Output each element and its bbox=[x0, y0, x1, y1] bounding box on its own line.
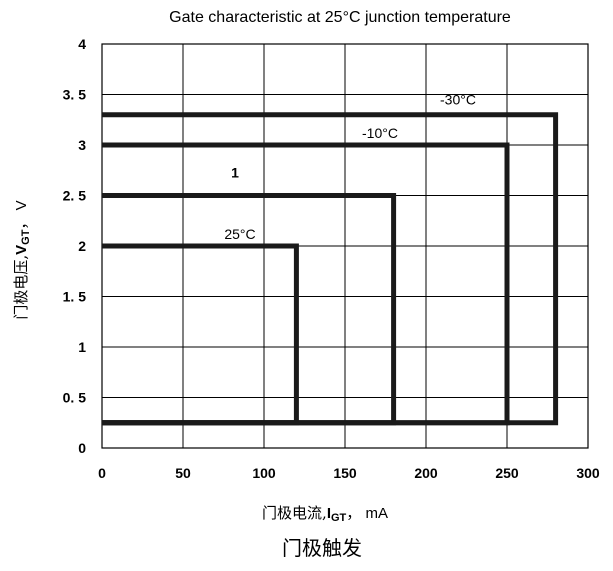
series-line bbox=[102, 112, 559, 426]
series-label: -10°C bbox=[362, 125, 398, 141]
x-axis-label: 门极电流,IGT， mA bbox=[262, 504, 388, 524]
x-tick-label: 300 bbox=[576, 465, 600, 481]
tick-labels: 0 50 100 150 200 250 300 0 0. 5 1 1. 5 2 2. 5 3 3. 5 4 bbox=[63, 36, 600, 481]
chart-caption: 门极触发 bbox=[282, 536, 362, 560]
x-tick-label: 0 bbox=[98, 465, 106, 481]
series-label: 1 bbox=[231, 165, 239, 181]
y-tick-label: 1. 5 bbox=[63, 289, 87, 305]
series-label: 25°C bbox=[224, 226, 255, 242]
x-tick-label: 200 bbox=[414, 465, 438, 481]
y-tick-label: 4 bbox=[78, 36, 86, 52]
x-tick-label: 50 bbox=[175, 465, 191, 481]
y-tick-label: 3. 5 bbox=[63, 87, 87, 103]
series-label: -30°C bbox=[440, 92, 476, 108]
x-tick-label: 150 bbox=[333, 465, 357, 481]
series-labels: 25°C 1 -10°C -30°C bbox=[224, 92, 476, 242]
series-group bbox=[102, 112, 559, 426]
y-tick-label: 0. 5 bbox=[63, 390, 87, 406]
chart-title: Gate characteristic at 25°C junction tem… bbox=[169, 9, 511, 26]
y-tick-label: 2. 5 bbox=[63, 188, 87, 204]
x-tick-label: 250 bbox=[495, 465, 519, 481]
y-axis-label: 门极电压,VGT， V bbox=[12, 200, 32, 319]
y-tick-label: 3 bbox=[78, 137, 86, 153]
series-line bbox=[102, 142, 510, 426]
y-tick-label: 0 bbox=[78, 440, 86, 456]
x-tick-label: 100 bbox=[252, 465, 276, 481]
y-tick-label: 2 bbox=[78, 238, 86, 254]
series-line bbox=[102, 243, 299, 426]
y-tick-label: 1 bbox=[78, 339, 86, 355]
